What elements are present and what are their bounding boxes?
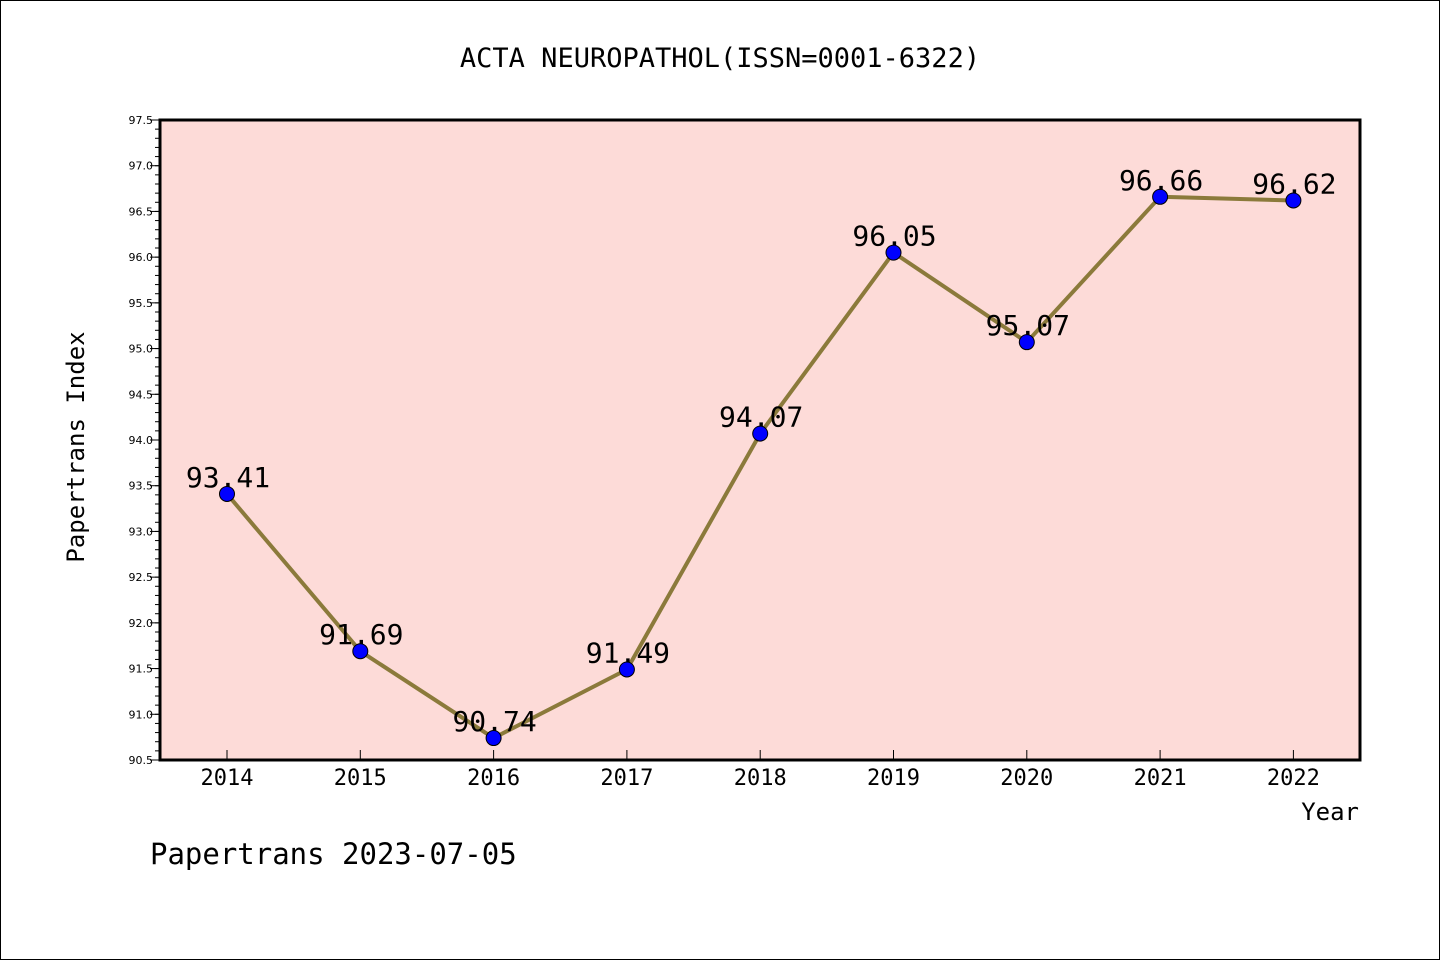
y-tick-label: 91.5 — [129, 663, 154, 676]
x-tick-label: 2020 — [1000, 766, 1053, 791]
data-point — [485, 730, 502, 747]
y-tick-label: 94.0 — [129, 434, 154, 447]
y-tick-label: 96.5 — [129, 205, 154, 218]
data-point — [1285, 192, 1302, 209]
x-tick-label: 2015 — [334, 766, 387, 791]
plot-border — [158, 118, 1362, 762]
chart-title: ACTA NEUROPATHOL(ISSN=0001-6322) — [460, 43, 980, 74]
x-tick-label: 2018 — [734, 766, 787, 791]
y-tick-label: 95.0 — [129, 343, 154, 356]
y-tick-label: 92.5 — [129, 571, 154, 584]
data-label: 96.66 — [1119, 164, 1203, 197]
footer-text: Papertrans 2023-07-05 — [150, 837, 517, 871]
data-point — [1018, 334, 1035, 351]
data-point — [219, 485, 235, 502]
data-label: 91.49 — [586, 636, 670, 669]
x-axis-label: Year — [1301, 798, 1359, 826]
y-axis-label: Papertrans Index — [62, 331, 90, 562]
data-point — [1152, 188, 1169, 205]
data-point — [885, 244, 902, 261]
y-tick-label: 93.0 — [129, 525, 154, 538]
y-tick-label: 91.0 — [129, 708, 154, 721]
data-label: 95.07 — [986, 309, 1070, 342]
x-tick-label: 2021 — [1134, 766, 1187, 791]
x-tick-label: 2022 — [1267, 766, 1320, 791]
y-tick-label: 94.5 — [129, 388, 154, 401]
data-label: 91.69 — [319, 618, 403, 651]
data-label: 96.05 — [852, 220, 936, 253]
x-axis-ticks: 2014 2015 2016 2017 2018 2019 2020 2021 2022 — [201, 750, 1320, 791]
y-tick-label: 90.5 — [129, 754, 154, 767]
data-label: 93.41 — [186, 461, 270, 494]
y-axis-ticks: 90.5 91.0 91.5 92.0 92.5 93.0 93.5 94.0 94.5 95.0… — [129, 114, 160, 767]
series-group: 93.41 91.69 90.74 91.49 94.07 96.05 95.07 96.66… — [186, 164, 1337, 747]
y-tick-label: 97.0 — [129, 160, 154, 173]
data-label: 90.74 — [452, 705, 536, 738]
x-tick-label: 2014 — [201, 766, 254, 791]
data-label: 96.62 — [1252, 167, 1336, 200]
data-label: 94.07 — [719, 401, 803, 434]
data-point — [352, 643, 369, 660]
data-point — [752, 425, 769, 442]
y-tick-label: 95.5 — [129, 297, 154, 310]
y-tick-label: 96.0 — [129, 251, 154, 264]
x-tick-label: 2019 — [867, 766, 920, 791]
y-tick-label: 93.5 — [129, 480, 154, 493]
y-tick-label: 92.0 — [129, 617, 154, 630]
data-point — [618, 661, 635, 678]
y-tick-label: 97.5 — [129, 114, 154, 127]
x-tick-label: 2017 — [600, 766, 653, 791]
x-tick-label: 2016 — [467, 766, 520, 791]
